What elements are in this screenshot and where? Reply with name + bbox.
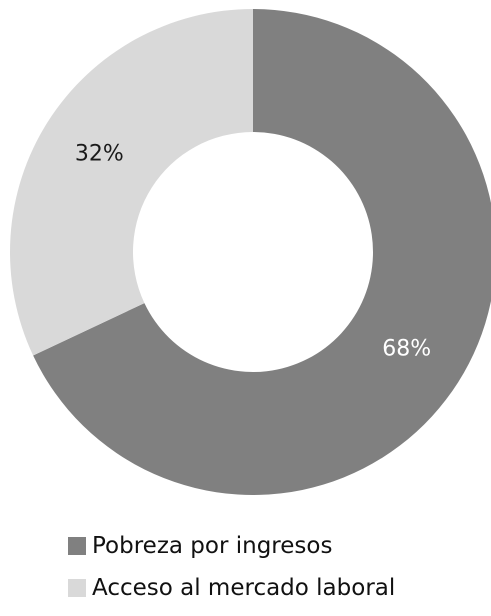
legend-label-pobreza-por-ingresos: Pobreza por ingresos [92,533,333,559]
donut-chart: 68% 32% [10,9,491,495]
slice-labels: 68% 32% [75,141,431,361]
legend: Pobreza por ingresos Acceso al mercado l… [68,532,478,616]
slice-label-acceso-al-mercado-laboral: 32% [75,141,124,166]
legend-swatch-pobreza-por-ingresos [68,537,86,555]
slice-acceso-al-mercado-laboral [10,9,253,356]
legend-item-acceso-al-mercado-laboral: Acceso al mercado laboral [68,574,478,602]
slice-label-pobreza-por-ingresos: 68% [382,337,431,362]
slice-pobreza-por-ingresos [33,9,491,495]
donut-slices [10,9,491,495]
legend-swatch-acceso-al-mercado-laboral [68,579,86,597]
legend-label-acceso-al-mercado-laboral: Acceso al mercado laboral [92,575,396,601]
legend-item-pobreza-por-ingresos: Pobreza por ingresos [68,532,478,560]
